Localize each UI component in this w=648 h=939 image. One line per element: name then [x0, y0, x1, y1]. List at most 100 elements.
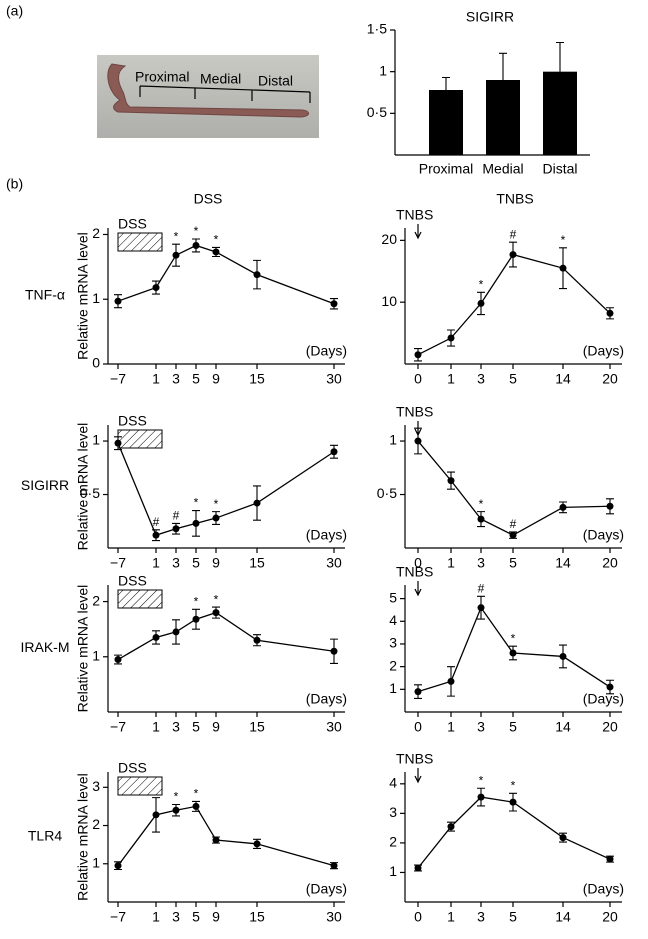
- point: [152, 531, 160, 539]
- point: [447, 334, 455, 342]
- chart-title: SIGIRR: [466, 9, 514, 25]
- x-axis-label: (Days): [583, 691, 624, 707]
- x-tick-label: 20: [602, 719, 618, 735]
- point: [447, 823, 455, 831]
- point: [114, 656, 122, 664]
- annotation: *: [479, 497, 484, 511]
- annotation: *: [511, 631, 516, 645]
- point: [477, 515, 485, 523]
- point: [212, 836, 220, 844]
- error-bar: [556, 41, 564, 72]
- y-axis-label: Relative mRNA level: [75, 773, 91, 901]
- point: [414, 864, 422, 872]
- x-tick-label: 5: [509, 719, 517, 735]
- point: [330, 300, 338, 308]
- point: [477, 793, 485, 801]
- point: [253, 840, 261, 848]
- point: [172, 628, 180, 636]
- x-tick-label: 5: [192, 909, 200, 925]
- y-tick-label: 1: [389, 863, 397, 879]
- treatment-label: DSS: [118, 413, 147, 429]
- treatment-box: [117, 776, 163, 796]
- y-tick-label: 0: [92, 355, 100, 371]
- y-axis-label: Relative mRNA level: [75, 585, 91, 713]
- point: [509, 649, 517, 657]
- x-tick-label: 9: [212, 909, 220, 925]
- error-bar: [499, 52, 507, 80]
- x-axis-label: (Days): [306, 527, 347, 543]
- x-tick-label: 20: [602, 555, 618, 571]
- point: [212, 248, 220, 256]
- y-tick-label: 2: [389, 657, 397, 673]
- x-tick-label: 9: [212, 719, 220, 735]
- treatment-label: TNBS: [396, 404, 433, 420]
- line: [417, 796, 611, 869]
- point: [253, 499, 261, 507]
- y-tick-label: 3: [389, 635, 397, 651]
- point: [509, 798, 517, 806]
- x-tick-label: 3: [172, 909, 180, 925]
- x-tick-label: 9: [212, 555, 220, 571]
- annotation: #: [478, 582, 485, 596]
- x-tick-label: 5: [192, 719, 200, 735]
- line: [117, 805, 335, 867]
- annotation: *: [174, 790, 179, 804]
- column-title: TNBS: [496, 191, 533, 207]
- row-label: SIGIRR: [21, 477, 69, 493]
- y-tick-label: 1: [389, 680, 397, 696]
- bar: [429, 90, 463, 155]
- y-tick-label: 4: [389, 775, 397, 791]
- y-tick-label: 0·5: [377, 485, 397, 501]
- point: [559, 503, 567, 511]
- annotation: *: [194, 787, 199, 801]
- x-axis-label: (Days): [306, 691, 347, 707]
- x-tick-label: Proximal: [419, 161, 473, 177]
- x-tick-label: 30: [326, 555, 342, 571]
- treatment-arrow: [414, 581, 422, 597]
- y-tick-label: 2: [92, 592, 100, 608]
- x-tick-label: 3: [172, 719, 180, 735]
- annotation: *: [194, 496, 199, 510]
- treatment-label: DSS: [118, 216, 147, 232]
- annotation: *: [479, 277, 484, 291]
- y-tick-label: 3: [92, 778, 100, 794]
- point: [253, 636, 261, 644]
- x-tick-label: 0: [414, 555, 422, 571]
- treatment-arrow: [414, 768, 422, 784]
- point: [172, 251, 180, 259]
- y-tick-label: 3: [389, 804, 397, 820]
- point: [606, 502, 614, 510]
- panel-label: (a): [6, 3, 23, 19]
- x-tick-label: 1: [447, 909, 455, 925]
- point: [559, 652, 567, 660]
- point: [330, 862, 338, 870]
- photo-label: Proximal: [135, 69, 189, 85]
- x-tick-label: −7: [110, 555, 126, 571]
- annotation: #: [153, 515, 160, 529]
- x-tick-label: 30: [326, 719, 342, 735]
- x-tick-label: 5: [509, 555, 517, 571]
- annotation: *: [194, 224, 199, 238]
- y-tick-label: 10: [381, 293, 397, 309]
- x-tick-label: 1: [447, 555, 455, 571]
- point: [477, 299, 485, 307]
- point: [330, 448, 338, 456]
- point: [477, 604, 485, 612]
- row-label: TNF-α: [25, 287, 65, 303]
- x-tick-label: 1: [152, 555, 160, 571]
- x-axis-label: (Days): [306, 343, 347, 359]
- annotation: *: [194, 594, 199, 608]
- x-tick-label: Medial: [482, 161, 523, 177]
- x-tick-label: 1: [447, 371, 455, 387]
- point: [447, 477, 455, 485]
- treatment-box: [117, 589, 163, 609]
- point: [192, 241, 200, 249]
- bar: [486, 80, 520, 155]
- x-tick-label: 0: [414, 371, 422, 387]
- annotation: #: [173, 509, 180, 523]
- line: [117, 611, 335, 661]
- y-tick-label: 0·5: [367, 104, 387, 120]
- annotation: *: [214, 497, 219, 511]
- y-tick-label: 2: [92, 225, 100, 241]
- x-tick-label: 3: [477, 371, 485, 387]
